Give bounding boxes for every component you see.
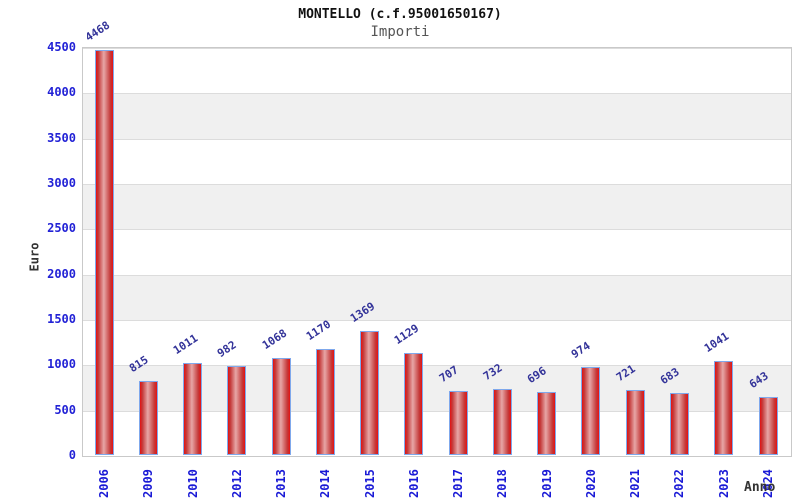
y-tick-label: 2000 (47, 266, 76, 281)
bar-2020 (581, 366, 600, 455)
x-tick-label: 2022 (672, 469, 686, 498)
bar-2022 (670, 393, 689, 455)
grid-band (83, 93, 791, 139)
y-tick-label: 500 (54, 402, 76, 417)
gridline (83, 184, 791, 185)
y-axis-title: Euro (27, 242, 42, 272)
y-tick-label: 3500 (47, 130, 76, 145)
x-tick-label: 2006 (97, 469, 111, 498)
bar-2015 (360, 330, 379, 455)
grid-band (83, 184, 791, 230)
x-tick-label: 2020 (584, 469, 598, 498)
x-tick-label: 2023 (717, 469, 731, 498)
bar-2010 (183, 363, 202, 455)
bar-2012 (227, 365, 246, 455)
bar-2006 (95, 49, 114, 455)
y-tick-label: 1500 (47, 312, 76, 326)
x-tick-label: 2021 (628, 469, 642, 498)
y-tick-label: 0 (68, 448, 76, 462)
x-tick-label: 2016 (407, 469, 421, 498)
gridline (83, 138, 791, 140)
y-tick-label: 1000 (47, 357, 76, 372)
gridline (83, 410, 791, 412)
bar-2016 (404, 352, 423, 455)
bar-2014 (316, 348, 335, 455)
gridline (83, 320, 791, 321)
gridline (83, 48, 791, 49)
x-tick-label: 2013 (274, 469, 288, 498)
gridline (83, 365, 791, 367)
bar-2021 (626, 389, 645, 455)
grid-band (83, 274, 791, 320)
x-axis-title: Anno (744, 480, 776, 495)
y-tick-label: 4500 (47, 40, 76, 54)
x-tick-label: 2017 (451, 469, 465, 498)
x-tick-label: 2010 (186, 469, 200, 498)
y-tick-label: 3000 (47, 176, 76, 190)
bar-2024 (759, 396, 778, 455)
gridline (83, 274, 791, 276)
page-title: MONTELLO (c.f.95001650167) (298, 7, 502, 22)
y-tick-label: 4000 (47, 85, 76, 100)
page-subtitle: Importi (370, 24, 430, 40)
x-tick-label: 2009 (141, 469, 155, 498)
bar-2018 (493, 388, 512, 455)
bar-2017 (449, 390, 468, 455)
bar-2013 (272, 358, 291, 455)
bar-2019 (537, 391, 556, 455)
x-tick-label: 2015 (363, 469, 377, 498)
gridline (83, 93, 791, 95)
y-tick-label: 2500 (47, 221, 76, 236)
bar-2023 (714, 360, 733, 455)
bar-2009 (139, 381, 158, 455)
x-tick-label: 2019 (540, 469, 554, 498)
x-tick-label: 2014 (318, 469, 332, 498)
gridline (83, 229, 791, 231)
x-tick-label: 2018 (495, 469, 509, 498)
x-tick-label: 2012 (230, 469, 244, 498)
